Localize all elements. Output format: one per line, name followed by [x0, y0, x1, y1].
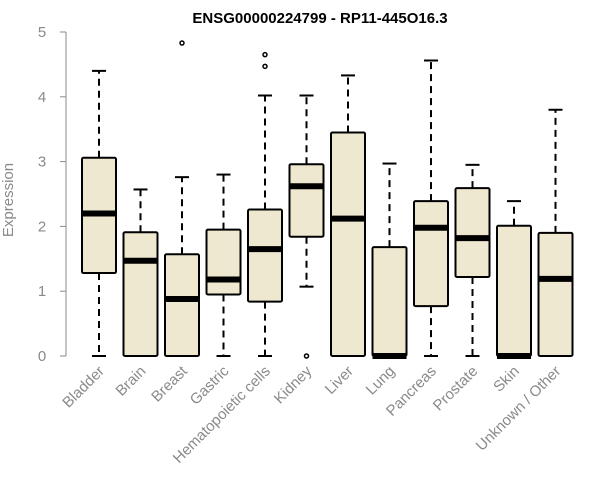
y-tick-label: 4: [38, 89, 46, 106]
outlier-point: [303, 353, 310, 359]
y-tick-label: 1: [38, 283, 46, 300]
x-tick-label: Breast: [148, 362, 191, 405]
outlier-point: [262, 51, 268, 58]
boxes-group: [81, 40, 574, 359]
box-skin: [496, 200, 532, 359]
box-iqr: [496, 224, 532, 357]
y-tick-label: 5: [38, 24, 46, 41]
box-bladder: [81, 69, 117, 357]
x-tick-label: Kidney: [271, 362, 316, 407]
box-iqr: [205, 228, 242, 296]
y-tick-label: 2: [38, 218, 46, 235]
box-iqr: [247, 208, 283, 303]
y-axis-label: Expression: [0, 163, 17, 237]
x-tick-label: Skin: [490, 363, 523, 396]
box-unknown-other: [537, 108, 574, 358]
y-tick-label: 3: [38, 154, 46, 171]
box-liver: [330, 74, 366, 357]
x-tick-label: Liver: [322, 363, 357, 398]
x-tick-label: Bladder: [59, 363, 108, 412]
box-pancreas: [413, 59, 449, 357]
chart-title: ENSG00000224799 - RP11-445O16.3: [192, 10, 447, 27]
x-tick-label: Brain: [113, 363, 150, 400]
x-tick-label: Lung: [363, 363, 399, 399]
box-iqr: [164, 253, 200, 358]
box-iqr: [288, 163, 325, 238]
box-brain: [122, 188, 159, 357]
box-gastric: [205, 173, 242, 357]
box-iqr: [122, 231, 159, 357]
box-iqr: [330, 131, 366, 357]
box-iqr: [454, 187, 491, 278]
x-tick-label: Prostate: [430, 363, 482, 415]
outlier-point: [262, 63, 268, 70]
outlier-point: [179, 40, 185, 46]
box-iqr: [371, 246, 408, 357]
box-prostate: [454, 163, 491, 357]
box-iqr: [537, 231, 574, 358]
box-breast: [164, 40, 200, 358]
y-axis: 0 1 2 3 4 5: [38, 24, 67, 365]
y-tick-label: 0: [38, 348, 46, 365]
box-kidney: [288, 94, 325, 359]
box-lung: [371, 162, 408, 359]
box-iqr: [413, 200, 449, 308]
box-hematopoietic-cells: [247, 51, 283, 357]
